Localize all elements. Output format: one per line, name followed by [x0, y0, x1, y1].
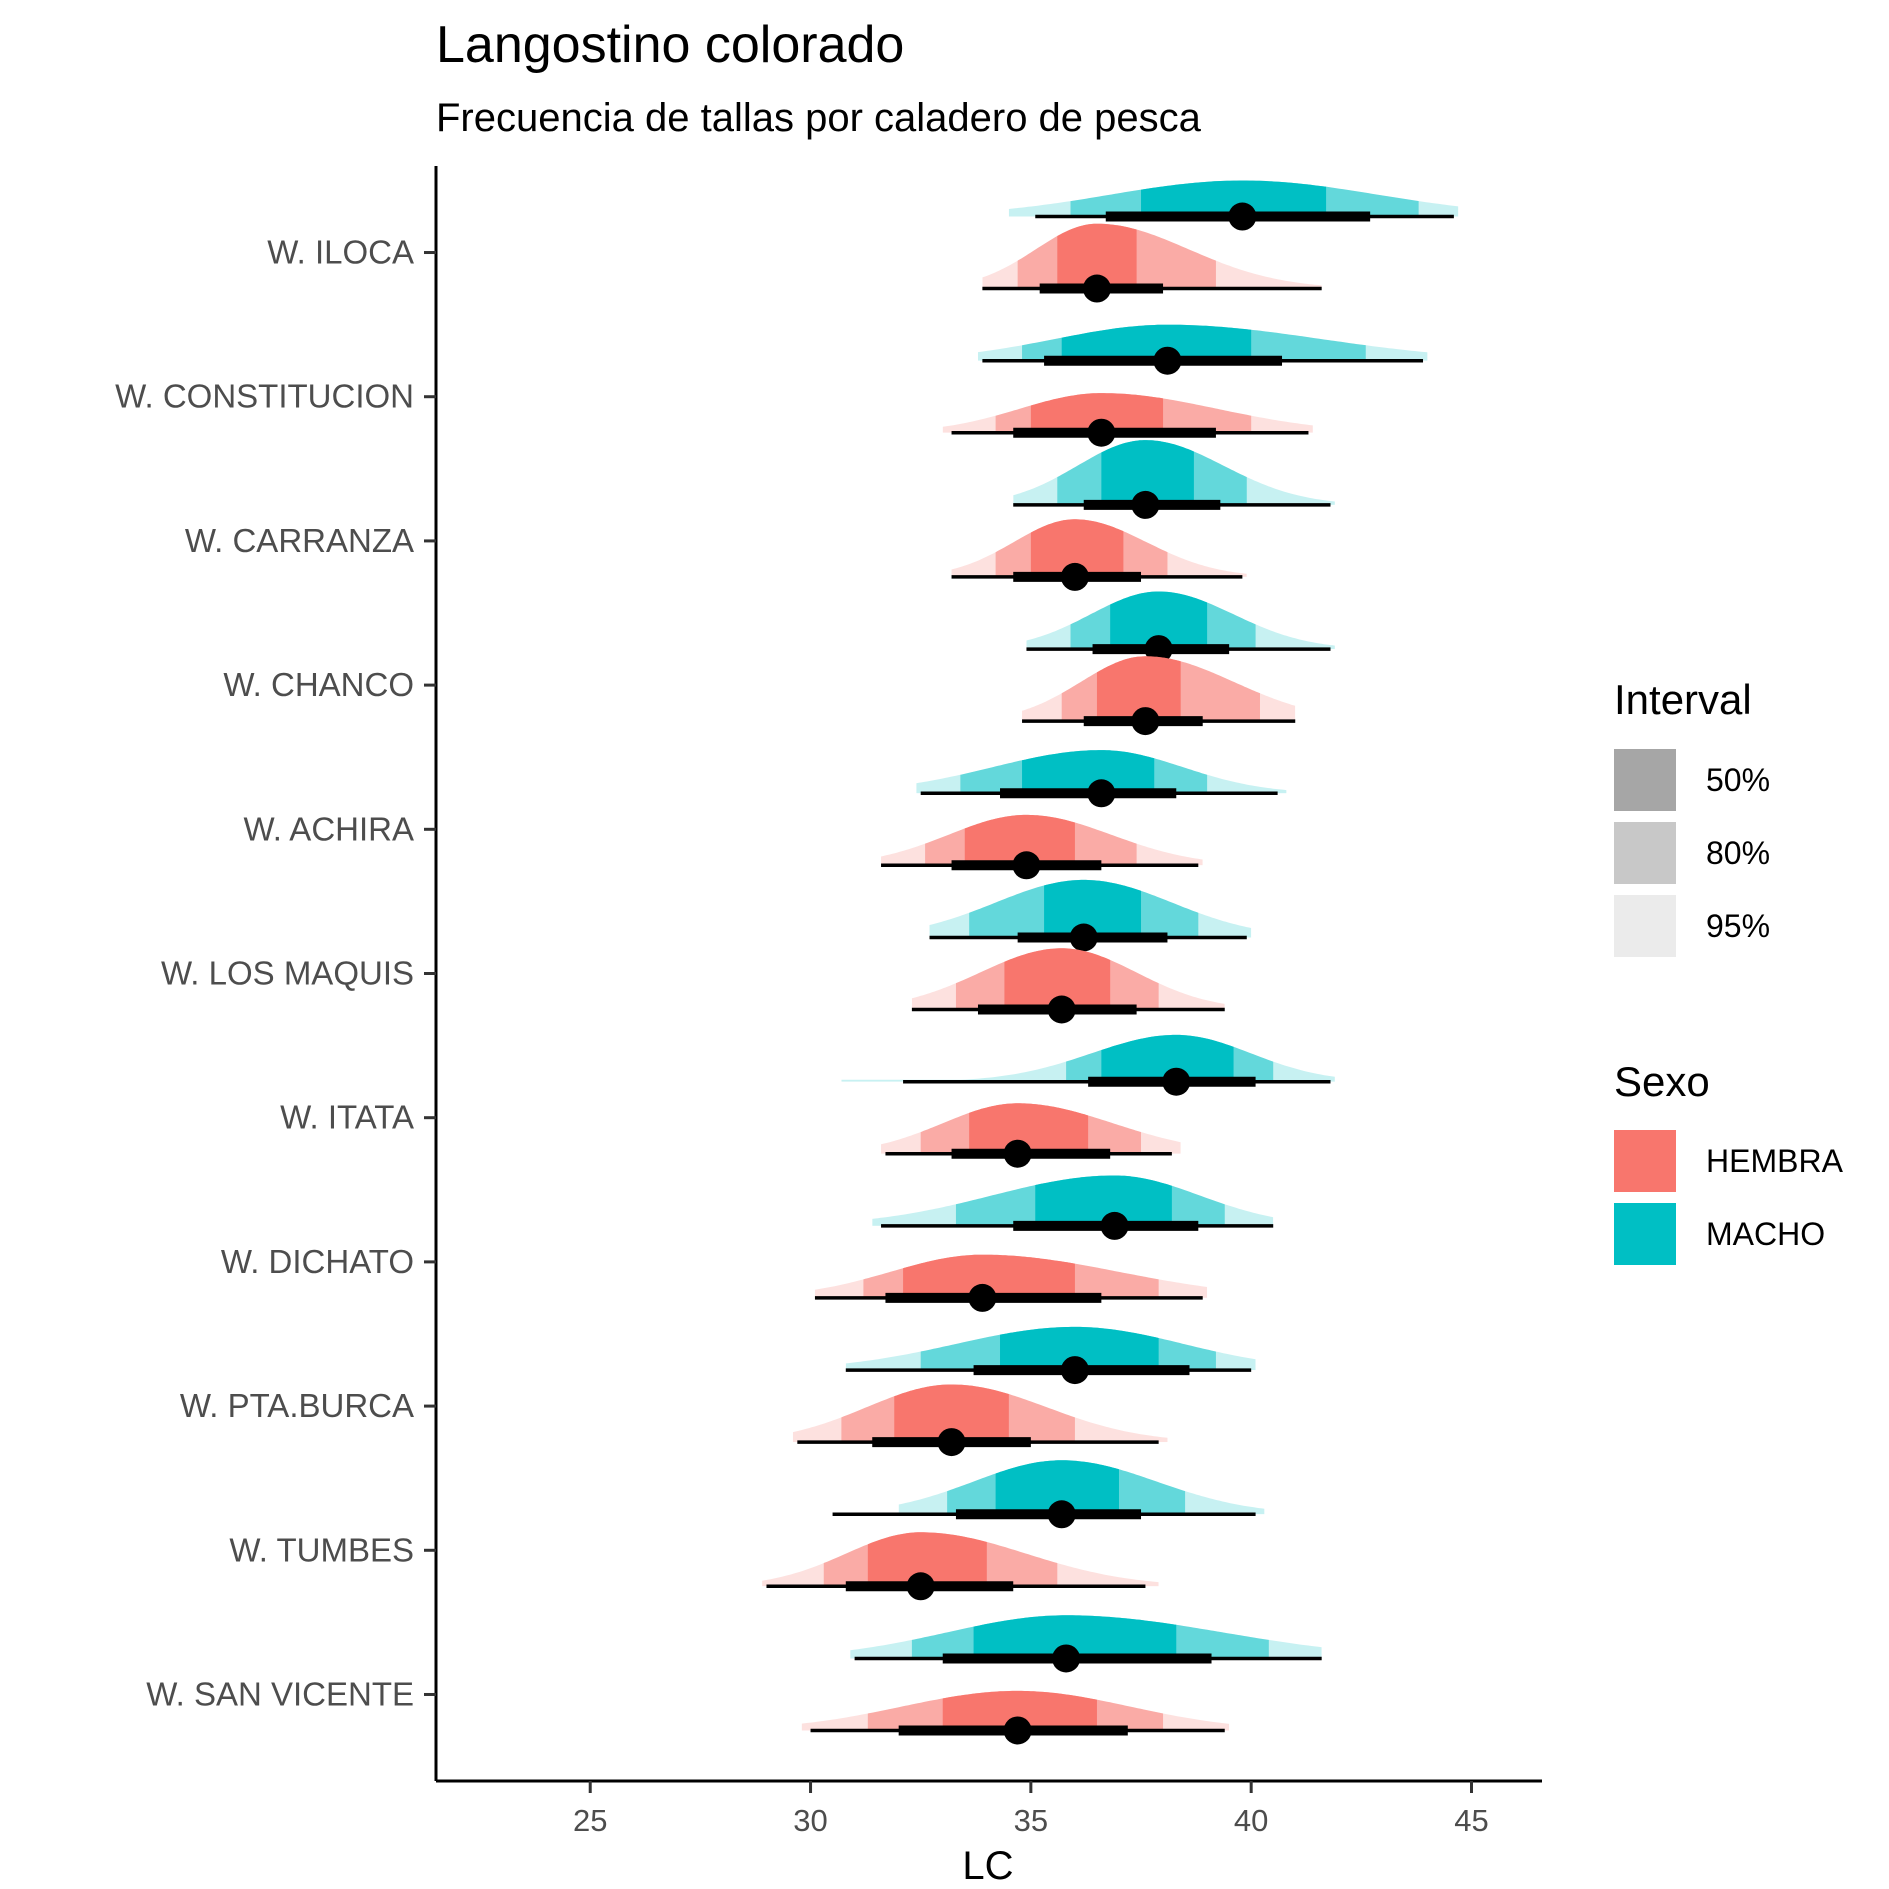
series-w-los-maquis-hembra	[911, 948, 1225, 1024]
x-axis-label: LC	[962, 1844, 1013, 1888]
series-w-achira-macho	[916, 750, 1287, 808]
series-w-san-vicente-macho-median-point	[1052, 1644, 1081, 1673]
y-tick-label: W. SAN VICENTE	[146, 1675, 414, 1712]
series-w-itata-macho-band-50	[1101, 1034, 1234, 1082]
sexo-legend-swatch-macho	[1614, 1203, 1676, 1265]
x-tick-label: 25	[573, 1803, 607, 1838]
series-w-los-maquis-macho-median-point	[1069, 923, 1098, 952]
series-w-iloca-macho	[1008, 180, 1459, 231]
series-w-tumbes-macho-median-point	[1047, 1500, 1076, 1529]
y-tick-label: W. TUMBES	[229, 1531, 414, 1568]
series-w-achira-macho-median-point	[1087, 779, 1116, 808]
series-w-chanco-macho-median-point	[1144, 635, 1173, 664]
series-w-tumbes-macho	[832, 1460, 1265, 1529]
series-w-constitucion-macho	[978, 324, 1428, 375]
series-w-san-vicente-macho-band-50	[973, 1615, 1177, 1659]
series-w-itata-hembra-median-point	[1003, 1139, 1032, 1168]
interval-legend-title: Interval	[1614, 676, 1752, 723]
x-tick-label: 45	[1454, 1803, 1488, 1838]
interval-legend-swatch	[1614, 749, 1676, 811]
sexo-legend-label: MACHO	[1706, 1216, 1825, 1252]
y-tick-label: W. ITATA	[280, 1099, 414, 1136]
series-w-constitucion-macho-median-point	[1153, 346, 1182, 375]
series-w-dichato-macho-band-50	[1035, 1175, 1172, 1226]
series-w-iloca-hembra-median-point	[1082, 274, 1111, 303]
series-w-pta-burca-macho-median-point	[1060, 1356, 1089, 1385]
series-w-dichato-hembra-median-point	[968, 1283, 997, 1312]
series-w-pta-burca-hembra-median-point	[937, 1428, 966, 1457]
y-tick-label: W. ACHIRA	[243, 810, 414, 847]
series-w-chanco-hembra	[1022, 656, 1296, 736]
series-w-iloca-macho-median-point	[1228, 202, 1257, 231]
series-w-constitucion-hembra-median-point	[1087, 418, 1116, 447]
series-w-achira-macho-band-50	[1022, 750, 1155, 794]
sexo-legend-swatch-hembra	[1614, 1130, 1676, 1192]
series-w-constitucion-hembra	[942, 393, 1313, 447]
chart-title: Langostino colorado	[436, 16, 904, 74]
y-tick-label: W. CHANCO	[223, 666, 414, 703]
series-w-carranza-macho	[1013, 440, 1335, 519]
y-tick-label: W. LOS MAQUIS	[161, 955, 414, 992]
y-tick-label: W. PTA.BURCA	[180, 1387, 414, 1424]
chart-subtitle: Frecuencia de tallas por caladero de pes…	[436, 96, 1202, 140]
x-tick-label: 40	[1234, 1803, 1268, 1838]
interval-legend-label: 80%	[1706, 835, 1770, 871]
interval-legend-swatch	[1614, 895, 1676, 957]
series-w-carranza-hembra	[951, 519, 1247, 591]
x-tick-label: 35	[1014, 1803, 1048, 1838]
legend: Interval 50% 80% 95% Sexo HEMBRA MACHO	[1614, 676, 1844, 1265]
series-w-itata-hembra	[881, 1103, 1181, 1168]
series-w-pta-burca-hembra	[792, 1384, 1168, 1457]
series-w-san-vicente-hembra	[801, 1690, 1230, 1745]
series-w-itata-macho-median-point	[1162, 1067, 1191, 1096]
series-w-dichato-macho	[872, 1175, 1274, 1240]
series-w-achira-hembra	[881, 814, 1203, 880]
plot-area	[762, 180, 1459, 1745]
series-w-itata-macho	[841, 1034, 1335, 1096]
series-w-carranza-macho-median-point	[1131, 490, 1160, 519]
series-w-los-maquis-macho	[929, 879, 1252, 952]
interval-legend-label: 50%	[1706, 762, 1770, 798]
axes: W. ILOCA W. CONSTITUCION W. CARRANZA W. CHA…	[115, 166, 1542, 1838]
series-w-itata-hembra-band-50	[969, 1103, 1089, 1154]
series-w-tumbes-hembra-median-point	[906, 1572, 935, 1601]
series-w-tumbes-hembra	[762, 1532, 1159, 1601]
series-w-san-vicente-hembra-median-point	[1003, 1716, 1032, 1745]
y-tick-label: W. CARRANZA	[185, 522, 414, 559]
interval-legend-swatch	[1614, 822, 1676, 884]
interval-legend-label: 95%	[1706, 908, 1770, 944]
y-tick-label: W. DICHATO	[221, 1243, 414, 1280]
series-w-los-maquis-hembra-median-point	[1047, 995, 1076, 1024]
y-tick-label: W. CONSTITUCION	[115, 378, 414, 415]
series-w-iloca-macho-band-50	[1141, 180, 1327, 217]
series-w-iloca-hembra	[982, 223, 1322, 303]
series-w-los-maquis-macho-band-50	[1044, 879, 1142, 938]
series-w-achira-hembra-median-point	[1012, 851, 1041, 880]
x-tick-label: 30	[793, 1803, 827, 1838]
sexo-legend-label: HEMBRA	[1706, 1143, 1844, 1179]
series-w-pta-burca-macho	[845, 1326, 1256, 1385]
series-w-carranza-hembra-median-point	[1060, 562, 1089, 591]
sexo-legend-title: Sexo	[1614, 1058, 1710, 1105]
series-w-dichato-hembra	[814, 1254, 1208, 1312]
series-w-chanco-hembra-median-point	[1131, 707, 1160, 736]
series-w-dichato-macho-median-point	[1100, 1211, 1129, 1240]
y-tick-label: W. ILOCA	[267, 234, 414, 271]
